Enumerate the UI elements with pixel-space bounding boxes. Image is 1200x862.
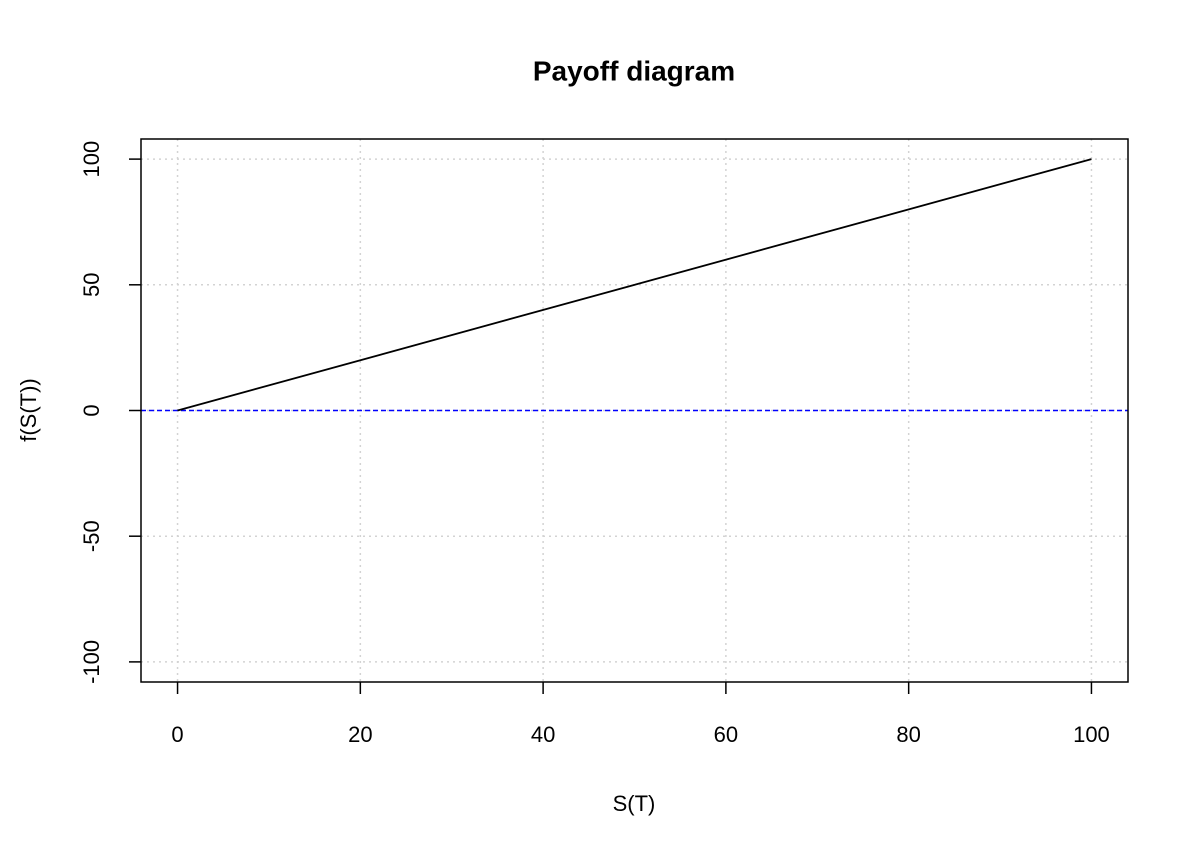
x-tick-label: 0 bbox=[171, 722, 183, 747]
y-tick-label: 100 bbox=[79, 141, 104, 178]
x-tick-label: 40 bbox=[531, 722, 555, 747]
y-tick-label: -50 bbox=[79, 520, 104, 552]
y-tick-label: 50 bbox=[79, 273, 104, 297]
plot-frame bbox=[140, 138, 1129, 683]
x-axis-label: S(T) bbox=[613, 791, 656, 816]
y-tick-label: 0 bbox=[79, 404, 104, 416]
x-tick-label: 60 bbox=[714, 722, 738, 747]
x-tick-label: 80 bbox=[896, 722, 920, 747]
y-tick-label: -100 bbox=[79, 640, 104, 684]
y-axis-label: f(S(T)) bbox=[16, 378, 41, 442]
x-tick-label: 20 bbox=[348, 722, 372, 747]
chart-title: Payoff diagram bbox=[533, 55, 735, 86]
x-tick-label: 100 bbox=[1073, 722, 1110, 747]
data-line bbox=[177, 158, 1092, 412]
